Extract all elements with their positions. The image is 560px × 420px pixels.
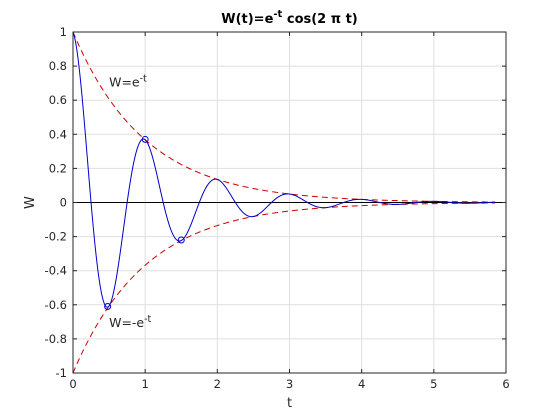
lower-envelope-series (72, 202, 496, 374)
damped-cosine-series (72, 31, 496, 308)
x-tick-label: 4 (358, 377, 365, 391)
plot-curves (72, 31, 506, 374)
annotation-upper-lead: W=e (109, 75, 140, 90)
y-tick-label: 1 (60, 25, 67, 39)
y-tick-label: -0.8 (45, 332, 67, 346)
y-tick-label: -1 (56, 366, 67, 380)
data-point-marker (104, 303, 112, 311)
x-tick-label: 6 (502, 377, 509, 391)
chart-title-superscript: -t (273, 9, 282, 20)
annotation-upper-superscript: -t (140, 74, 147, 85)
annotation-upper-envelope: W=e-t (109, 74, 147, 90)
x-tick-label: 1 (142, 377, 149, 391)
y-tick-label: -0.4 (45, 264, 67, 278)
annotation-lower-superscript: -t (144, 314, 151, 325)
x-tick-label: 0 (69, 377, 76, 391)
y-tick-label: 0.4 (49, 127, 67, 141)
y-tick-label: -0.6 (45, 298, 67, 312)
plot-markers (104, 135, 185, 311)
y-tick-label: 0 (60, 196, 67, 210)
y-axis-label: W (23, 196, 38, 209)
data-point-marker (141, 135, 149, 143)
chart-title: W(t)=e-t cos(2 π t) (221, 9, 357, 27)
y-tick-label: -0.2 (45, 230, 67, 244)
x-tick-label: 2 (214, 377, 221, 391)
x-tick-label: 5 (430, 377, 437, 391)
x-tick-label: 3 (286, 377, 293, 391)
annotation-lower-lead: W=-e (109, 315, 144, 330)
y-tick-label: 0.8 (49, 59, 67, 73)
data-point-marker (177, 236, 185, 244)
x-axis-label: t (287, 396, 292, 411)
chart-title-tail: cos(2 π t) (282, 12, 357, 27)
y-tick-label: 0.6 (49, 93, 67, 107)
y-tick-label: 0.2 (49, 161, 67, 175)
annotation-lower-envelope: W=-e-t (109, 314, 151, 330)
axis-ticks: 0 1 2 3 4 5 6 -1 -0.8 -0.6 -0.4 -0.2 0 0.2 0.4 0.6 0.8 1 (45, 25, 510, 391)
chart-title-lead: W(t)=e (221, 12, 273, 27)
